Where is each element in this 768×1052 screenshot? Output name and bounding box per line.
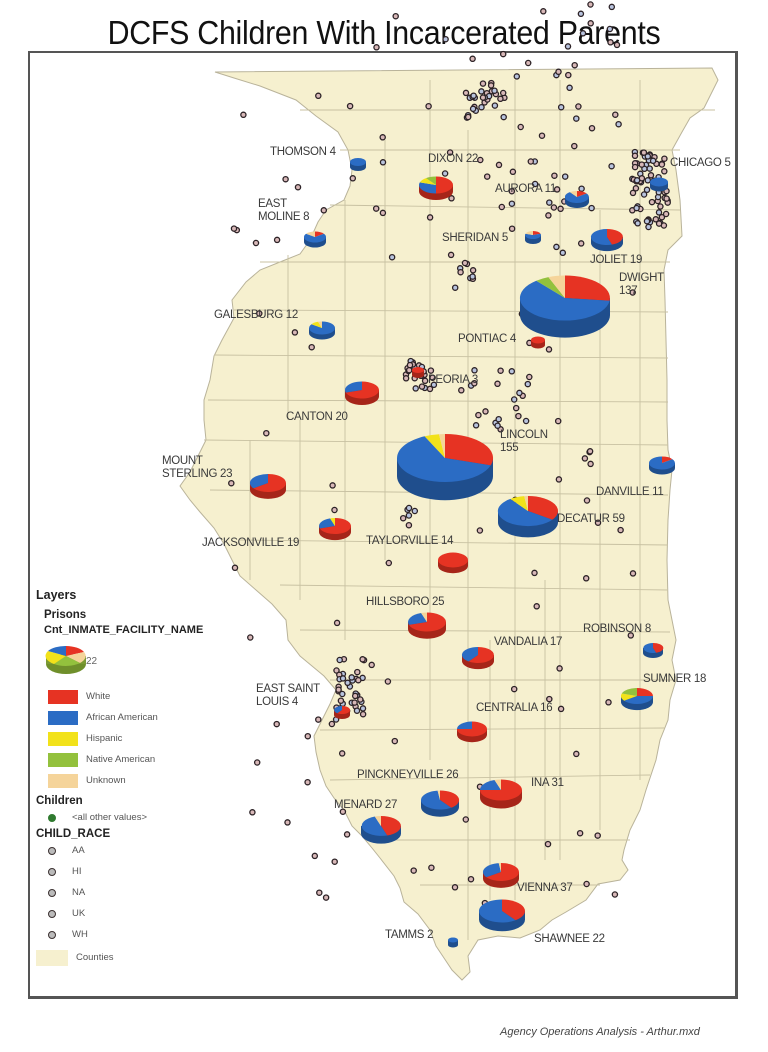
prison-pie-east-moline[interactable] [304, 231, 327, 248]
prison-label: INA 31 [531, 777, 564, 789]
legend-category: Unknown [36, 770, 246, 791]
prison-label: VANDALIA 17 [494, 636, 562, 648]
footer-credit: Agency Operations Analysis - Arthur.mxd [500, 1026, 700, 1038]
prison-pie-peoria[interactable] [412, 367, 424, 378]
prison-label: EAST SAINT LOUIS 4 [256, 683, 320, 708]
green-dot-icon [48, 813, 56, 822]
prison-pie-menard[interactable] [361, 816, 402, 844]
legend-child-race: WH [36, 924, 246, 945]
prison-label: DANVILLE 11 [596, 486, 663, 498]
legend-child-race: AA [36, 840, 246, 861]
legend-child-race: NA [36, 882, 246, 903]
prison-label: TAMMS 2 [385, 929, 433, 941]
prison-label: HILLSBORO 25 [366, 596, 444, 608]
legend-child-race: HI [36, 861, 246, 882]
prison-pie-pinckneyville[interactable] [421, 790, 460, 817]
sample-pie-value: 22 [86, 656, 98, 667]
sample-pie-icon [45, 645, 86, 674]
prison-pie-sumner[interactable] [621, 688, 653, 711]
legend-counties: Counties [36, 947, 246, 968]
prison-pie-aurora[interactable] [564, 190, 589, 208]
prison-labels: THOMSON 4 DIXON 22 AURORA 11 CHICAGO 5 EAST M… [162, 146, 731, 945]
legend-category: White [36, 686, 246, 707]
prison-pie-centralia[interactable] [457, 721, 487, 743]
prison-pie-dwight[interactable] [519, 275, 610, 338]
legend-prisons-label: Prisons [44, 609, 87, 621]
legend-category: African American [36, 707, 246, 728]
prison-pie-dixon[interactable] [418, 176, 453, 200]
prison-label: CANTON 20 [286, 411, 348, 423]
prison-label: LINCOLN 155 [500, 429, 548, 454]
legend-category: Native American [36, 749, 246, 770]
prison-label: AURORA 11 [495, 183, 556, 195]
legend-field-label: Cnt_INMATE_FACILITY_NAME [44, 624, 204, 636]
circle-dot-icon [48, 930, 56, 939]
prison-label: MOUNT STERLING 23 [162, 455, 232, 480]
prison-pie-mount-sterling[interactable] [249, 473, 286, 499]
prison-label: SUMNER 18 [643, 673, 706, 685]
prison-label: SHAWNEE 22 [534, 933, 605, 945]
counties-swatch [36, 949, 68, 966]
legend-children-label: Children [36, 795, 83, 807]
prison-pie-thomson[interactable] [350, 158, 366, 171]
color-swatch [48, 689, 78, 704]
legend-category: Hispanic [36, 728, 246, 749]
prison-pies [249, 158, 675, 948]
legend: Layers Prisons Cnt_INMATE_FACILITY_NAME … [36, 588, 246, 968]
prison-label: GALESBURG 12 [214, 309, 298, 321]
prison-label: CHICAGO 5 [670, 157, 731, 169]
prison-pie-vienna[interactable] [482, 863, 519, 888]
prison-pie-galesburg[interactable] [309, 321, 336, 340]
prison-label: PINCKNEYVILLE 26 [357, 769, 458, 781]
prison-pie-danville[interactable] [648, 456, 675, 475]
prison-pie-hillsboro[interactable] [408, 612, 446, 639]
prison-label: CENTRALIA 16 [476, 702, 552, 714]
prison-pie-east-saint-louis[interactable] [334, 705, 351, 719]
circle-dot-icon [48, 909, 56, 918]
prison-pie-chicago[interactable] [650, 177, 668, 192]
prison-label: SHERIDAN 5 [442, 232, 508, 244]
prison-pie-sheridan[interactable] [525, 231, 541, 244]
circle-dot-icon [48, 867, 56, 876]
prison-pie-taylorville[interactable] [438, 552, 468, 574]
prison-pie-robinson[interactable] [643, 642, 664, 658]
legend-heading: Layers [36, 588, 77, 602]
prison-pie-vandalia[interactable] [461, 646, 494, 670]
legend-child-race: UK [36, 903, 246, 924]
prison-label: ROBINSON 8 [583, 623, 651, 635]
prison-label: DIXON 22 [428, 153, 478, 165]
prison-label: EAST MOLINE 8 [258, 198, 309, 223]
color-swatch [48, 773, 78, 788]
prison-label: DECATUR 59 [557, 513, 625, 525]
prison-label: JACKSONVILLE 19 [202, 537, 299, 549]
children-dots [228, 1, 671, 907]
prison-label: PEORIA 3 [428, 374, 478, 386]
prison-pie-pontiac[interactable] [531, 336, 545, 349]
prison-label: DWIGHT 137 [619, 272, 664, 297]
legend-child-race-label: CHILD_RACE [36, 828, 111, 840]
color-swatch [48, 752, 78, 767]
color-swatch [48, 710, 78, 725]
prison-pie-shawnee[interactable] [478, 899, 525, 932]
prison-label: VIENNA 37 [517, 882, 572, 894]
legend-children-other: <all other values> [36, 807, 246, 828]
legend-sample-pie: 22 [42, 636, 246, 680]
prison-pie-canton[interactable] [344, 381, 379, 405]
prison-pie-tamms[interactable] [448, 937, 458, 948]
prison-label: MENARD 27 [334, 799, 397, 811]
prison-pie-jacksonville[interactable] [319, 518, 351, 541]
prison-pie-lincoln[interactable] [397, 434, 494, 501]
prison-pie-ina[interactable] [479, 779, 522, 809]
circle-dot-icon [48, 846, 56, 855]
prison-label: TAYLORVILLE 14 [366, 535, 454, 547]
prison-pie-joliet[interactable] [590, 228, 623, 252]
prison-label: PONTIAC 4 [458, 333, 517, 345]
prison-pie-decatur[interactable] [497, 495, 559, 538]
prison-label: THOMSON 4 [270, 146, 337, 158]
prison-label: JOLIET 19 [590, 254, 642, 266]
circle-dot-icon [48, 888, 56, 897]
color-swatch [48, 731, 78, 746]
